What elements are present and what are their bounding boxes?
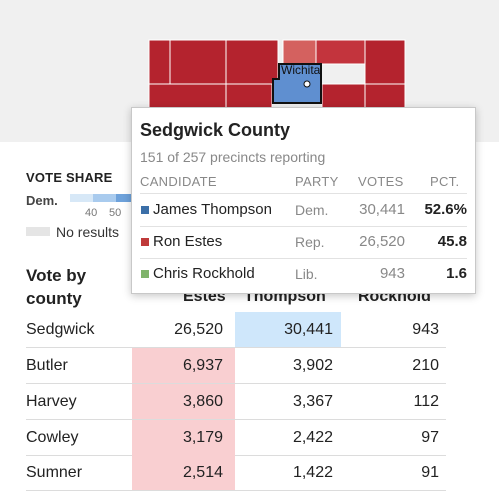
candidate-votes: 30,441 (359, 201, 405, 218)
rockhold-votes: 112 (413, 393, 439, 410)
thompson-votes: 3,902 (292, 357, 333, 374)
county-shape-harvey[interactable] (282, 39, 317, 65)
candidate-votes: 26,520 (359, 233, 405, 250)
county-map[interactable]: Wichita (0, 0, 499, 142)
candidate-pct: 1.6 (446, 265, 467, 282)
table-row: Cowley 3,179 2,422 97 (26, 420, 446, 456)
tooltip-candidate-row: James Thompson Dem. 30,441 52.6% (132, 194, 475, 226)
table-title: Vote by county (26, 266, 87, 308)
tooltip-candidate-row: Chris Rockhold Lib. 943 1.6 (132, 258, 475, 290)
rockhold-votes: 943 (412, 321, 439, 338)
table-row: Sumner 2,514 1,422 91 (26, 455, 446, 491)
county-shape[interactable] (364, 83, 406, 109)
candidate-color-swatch (141, 206, 149, 214)
table-row: Sedgwick 26,520 30,441 943 (26, 312, 446, 348)
rockhold-votes: 97 (421, 429, 439, 446)
candidate-name: Chris Rockhold (153, 265, 255, 282)
candidate-party: Rep. (295, 234, 325, 250)
county-tooltip: Sedgwick County 151 of 257 precincts rep… (131, 107, 476, 294)
county-name: Cowley (26, 429, 79, 446)
legend-tick-40: 40 (85, 207, 98, 219)
tooltip-header-votes: VOTES (358, 174, 404, 189)
legend-swatch-dem-mid (93, 194, 116, 202)
wichita-label: Wichita (281, 63, 321, 77)
county-name: Harvey (26, 393, 77, 410)
legend-dem-label: Dem. (26, 193, 58, 208)
estes-votes: 2,514 (132, 455, 235, 490)
candidate-pct: 45.8 (437, 233, 467, 250)
tooltip-divider (140, 258, 467, 259)
wichita-city-marker (303, 80, 311, 88)
candidate-party: Dem. (295, 202, 329, 218)
thompson-votes: 2,422 (292, 429, 333, 446)
county-shape[interactable] (315, 39, 366, 65)
tooltip-header-candidate: CANDIDATE (140, 174, 217, 189)
candidate-votes: 943 (379, 265, 405, 282)
legend-swatch-dem-dark (116, 194, 132, 202)
tooltip-title: Sedgwick County (140, 120, 291, 140)
legend-no-results-swatch (26, 227, 50, 236)
table-row: Butler 6,937 3,902 210 (26, 348, 446, 384)
estes-votes: 6,937 (132, 348, 235, 383)
tooltip-divider (140, 226, 467, 227)
county-shape[interactable] (169, 39, 227, 85)
tooltip-header-pct: PCT. (430, 174, 460, 189)
county-name: Sedgwick (26, 321, 95, 338)
candidate-color-swatch (141, 238, 149, 246)
county-shape[interactable] (225, 83, 273, 109)
table-row: Harvey 3,860 3,367 112 (26, 384, 446, 420)
county-name: Butler (26, 357, 68, 374)
county-name: Sumner (26, 464, 83, 481)
county-shape-cowley[interactable] (321, 83, 366, 109)
map-svg[interactable]: Wichita (0, 0, 499, 142)
legend-swatch-dem-light (70, 194, 93, 202)
county-shape[interactable] (148, 83, 227, 109)
legend-tick-50: 50 (109, 207, 122, 219)
candidate-color-swatch (141, 270, 149, 278)
thompson-votes: 3,367 (292, 393, 333, 410)
thompson-votes: 30,441 (235, 312, 341, 347)
rockhold-votes: 210 (412, 357, 439, 374)
county-shape-sedgwick[interactable] (272, 63, 322, 104)
legend-no-results-label: No results (56, 224, 120, 240)
estes-votes: 3,179 (132, 420, 235, 455)
estes-votes: 3,860 (132, 384, 235, 419)
county-shape[interactable] (225, 39, 279, 85)
tooltip-precincts-reporting: 151 of 257 precincts reporting (140, 149, 326, 165)
tooltip-divider (140, 193, 467, 194)
estes-votes: 26,520 (174, 321, 223, 338)
thompson-votes: 1,422 (292, 464, 333, 481)
candidate-name: James Thompson (153, 201, 272, 218)
county-shape-butler[interactable] (364, 39, 406, 85)
candidate-party: Lib. (295, 266, 318, 282)
candidate-pct: 52.6% (424, 201, 467, 218)
county-shape[interactable] (148, 39, 171, 85)
tooltip-candidate-row: Ron Estes Rep. 26,520 45.8 (132, 226, 475, 258)
rockhold-votes: 91 (421, 464, 439, 481)
legend-title: VOTE SHARE (26, 170, 113, 185)
tooltip-header-party: PARTY (295, 174, 339, 189)
candidate-name: Ron Estes (153, 233, 223, 250)
